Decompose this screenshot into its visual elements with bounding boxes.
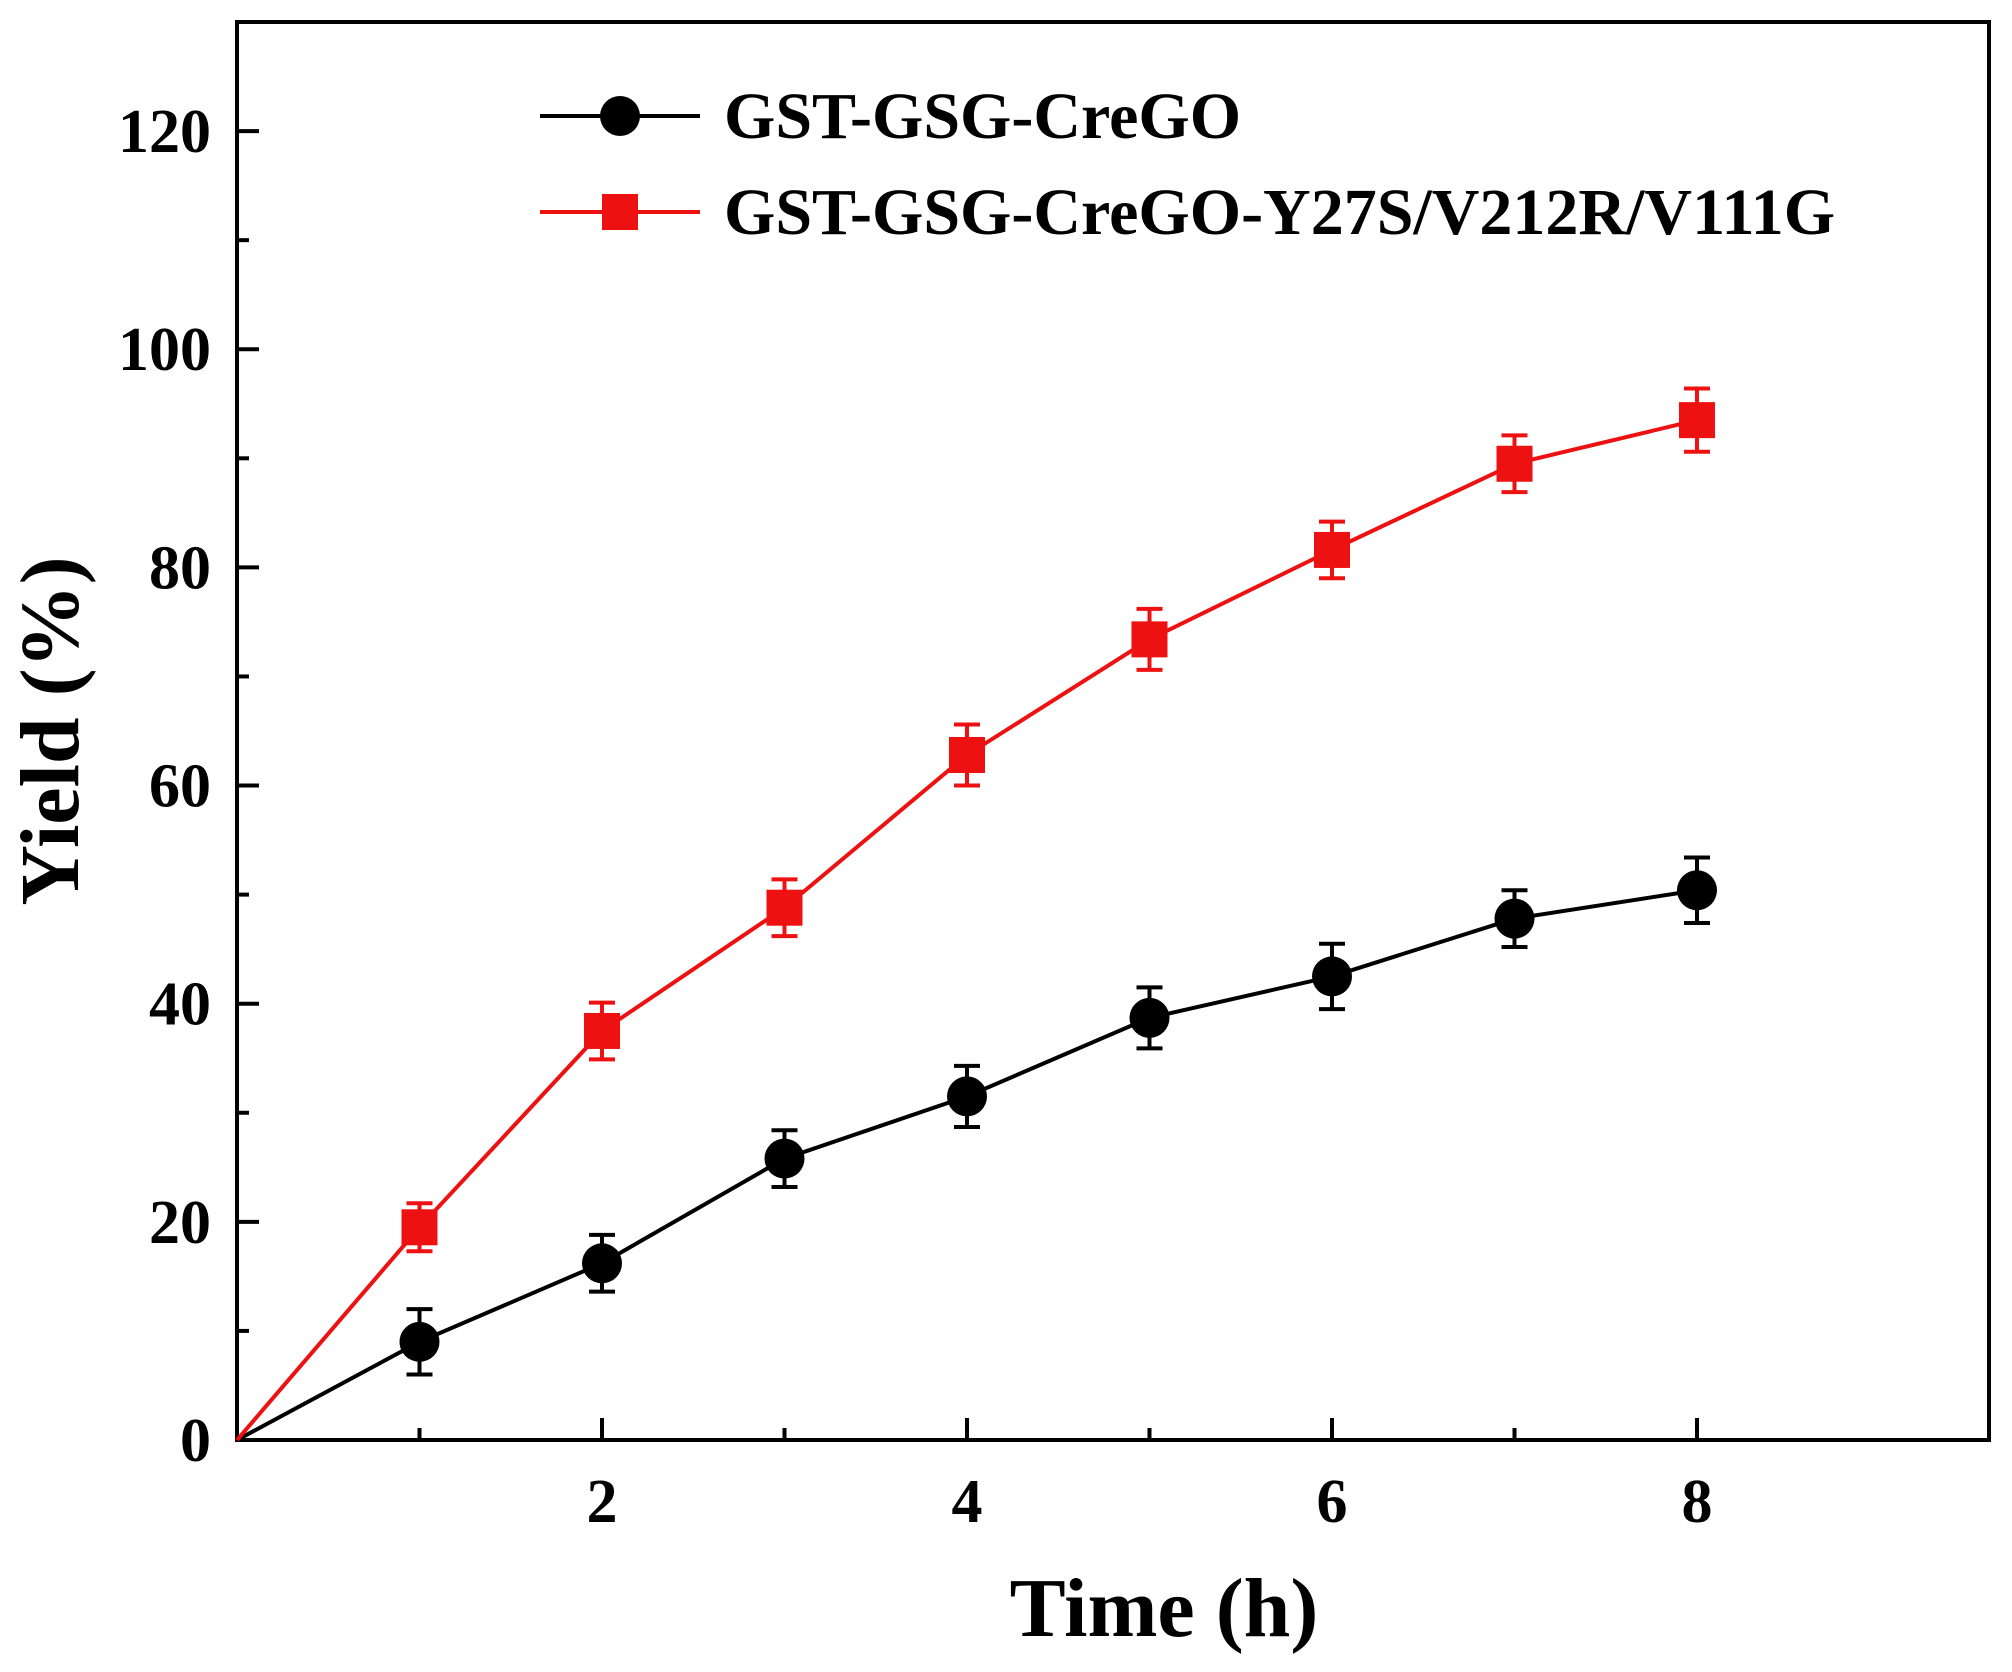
series-line xyxy=(236,888,1698,1442)
y-tick-label: 40 xyxy=(149,971,211,1039)
data-point xyxy=(1677,870,1717,911)
plot-frame xyxy=(235,20,1991,1442)
legend-item-1: GST-GSG-CreGO xyxy=(540,80,1241,153)
data-point xyxy=(1494,898,1535,939)
data-point xyxy=(949,736,985,773)
data-point xyxy=(1312,956,1352,997)
data-point xyxy=(766,889,803,926)
data-point xyxy=(582,1243,622,1284)
data-point xyxy=(584,1012,620,1049)
series-layer xyxy=(235,386,1717,1442)
y-tick-label: 100 xyxy=(118,316,211,384)
data-point xyxy=(764,1138,805,1179)
series-2 xyxy=(235,386,1715,1442)
x-tick-label: 2 xyxy=(587,1468,618,1536)
data-point xyxy=(947,1076,987,1117)
y-tick-label: 0 xyxy=(180,1407,211,1475)
y-tick-label: 80 xyxy=(149,534,211,602)
series-1 xyxy=(236,855,1717,1442)
axis-tick-labels: 0 20 40 60 80 100 120 2 4 6 8 xyxy=(118,98,1713,1536)
legend-label: GST-GSG-CreGO xyxy=(724,80,1241,153)
legend-marker xyxy=(602,194,638,230)
axis-ticks xyxy=(237,129,1699,1442)
legend-item-2: GST-GSG-CreGO-Y27S/V212R/V111G xyxy=(540,176,1835,249)
legend-marker xyxy=(600,96,640,136)
y-tick-label: 60 xyxy=(149,753,211,821)
data-point xyxy=(1131,621,1168,658)
data-point xyxy=(1314,531,1350,568)
legend-label: GST-GSG-CreGO-Y27S/V212R/V111G xyxy=(724,176,1835,249)
y-tick-label: 120 xyxy=(118,98,211,166)
y-axis-title: Yield (%) xyxy=(4,556,97,905)
x-tick-label: 6 xyxy=(1317,1468,1348,1536)
data-point xyxy=(1679,402,1715,439)
x-tick-label: 8 xyxy=(1682,1468,1713,1536)
data-point xyxy=(399,1321,440,1362)
data-point xyxy=(401,1209,438,1246)
data-point xyxy=(1496,445,1533,482)
x-axis-title: Time (h) xyxy=(1010,1562,1319,1655)
x-tick-label: 4 xyxy=(952,1468,983,1536)
data-point xyxy=(1129,997,1170,1038)
legend: GST-GSG-CreGO GST-GSG-CreGO-Y27S/V212R/V1… xyxy=(540,80,1835,249)
y-tick-label: 20 xyxy=(149,1189,211,1257)
